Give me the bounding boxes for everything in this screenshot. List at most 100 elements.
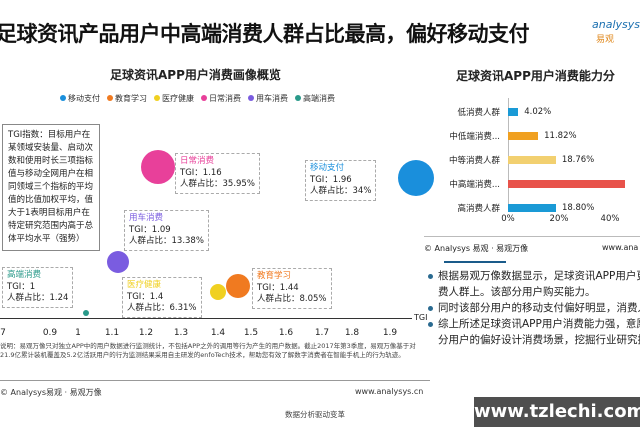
x-tick-label: 1.7 xyxy=(314,328,330,338)
x-tick-label: 1.8 xyxy=(344,328,360,338)
bar xyxy=(508,156,556,164)
bubble-tgi: TGI：1.96 xyxy=(310,174,352,185)
legend-item: 教育学习 xyxy=(107,93,147,104)
bar-x-tick: 0% xyxy=(501,214,515,224)
bubble-name: 医疗健康 xyxy=(127,280,162,290)
bar-category: 高消费人群 xyxy=(457,204,500,214)
legend-item: 医疗健康 xyxy=(154,93,194,104)
legend-label: 移动支付 xyxy=(68,94,100,103)
bar-chart-title: 足球资讯APP用户消费能力分 xyxy=(456,69,615,83)
x-tick-label: 1.4 xyxy=(210,328,226,338)
legend-label: 用车消费 xyxy=(256,94,288,103)
x-tick-label: 1.9 xyxy=(382,328,398,338)
analysys-logo: analysys xyxy=(592,18,640,31)
bar-category: 中低端消费... xyxy=(449,132,500,142)
bubble-tgi: TGI：1.16 xyxy=(180,167,222,178)
bubble-日常消费 xyxy=(141,150,175,184)
watermark: www.tzlechi.com xyxy=(474,397,640,427)
accent-line xyxy=(444,261,506,263)
methodology-note: 说明：易观万像只对独立APP中的用户数据进行监测统计，不包括APP之外的调用等行… xyxy=(0,342,416,359)
bubble-label: 教育学习 TGI：1.44 人群占比：8.05% xyxy=(252,268,332,309)
divider xyxy=(424,236,640,237)
bubble-tgi: TGI：1 xyxy=(7,281,36,292)
bubble-share: 人群占比：34% xyxy=(310,186,372,196)
bar-category: 低消费人群 xyxy=(457,108,500,118)
page-title: 足球资讯产品用户中高端消费人群占比最高，偏好移动支付 xyxy=(0,22,530,46)
bar xyxy=(508,132,539,140)
bubble-tgi: TGI：1.4 xyxy=(127,291,164,302)
bubble-name: 移动支付 xyxy=(310,163,345,173)
legend-item: 用车消费 xyxy=(248,93,288,104)
bar-value-label: 4.02% xyxy=(524,107,552,117)
bullet: 综上所述足球资讯APP用户消费能力强，意愿高。可针对该部分用户的偏好设计消费场景… xyxy=(428,316,640,348)
bar-x-tick: 40% xyxy=(600,214,620,224)
bubble-label: 医疗健康 TGI：1.4 人群占比：6.31% xyxy=(122,277,202,318)
legend-label: 教育学习 xyxy=(115,94,147,103)
x-tick-label: 1.5 xyxy=(243,328,259,338)
bar-x-tick: 20% xyxy=(549,214,569,224)
bubble-name: 用车消费 xyxy=(129,213,164,223)
bar-url: www.ana xyxy=(602,243,639,252)
bullet: 同时该部分用户的移动支付偏好明显，消费人群占比最高。 xyxy=(428,300,640,316)
bubble-label: 移动支付 TGI：1.96 人群占比：34% xyxy=(305,160,377,201)
legend-label: 日常消费 xyxy=(209,94,241,103)
footer-slogan: 数据分析驱动变革 xyxy=(285,410,345,419)
bubble-name: 日常消费 xyxy=(180,156,215,166)
legend-dot xyxy=(107,95,113,101)
divider xyxy=(0,380,430,381)
bubble-share: 人群占比：1.24 xyxy=(7,293,69,303)
bubble-share: 人群占比：13.38% xyxy=(129,236,204,246)
x-tick-label: 1.6 xyxy=(278,328,294,338)
bar-value-label: 11.82% xyxy=(544,131,577,141)
bubble-用车消费 xyxy=(107,251,129,273)
bar xyxy=(508,204,556,212)
x-tick-label: 1 xyxy=(75,328,81,338)
bar-source: © Analysys 易观 · 易观万像 xyxy=(424,244,529,253)
legend-dot xyxy=(201,95,207,101)
bubble-移动支付 xyxy=(398,160,434,196)
bar-category: 中等消费人群 xyxy=(448,156,500,166)
legend-item: 移动支付 xyxy=(60,93,100,104)
bubble-教育学习 xyxy=(226,274,250,298)
bubble-tgi: TGI：1.44 xyxy=(257,282,299,293)
x-tick-label: 1.3 xyxy=(173,328,189,338)
legend-label: 高端消费 xyxy=(303,94,335,103)
analysys-logo-sub: 易观 xyxy=(596,35,615,45)
bubble-label: 用车消费 TGI：1.09 人群占比：13.38% xyxy=(124,210,209,251)
legend-dot xyxy=(60,95,66,101)
bubble-name: 高端消费 xyxy=(7,270,42,280)
legend-dot xyxy=(248,95,254,101)
bubble-label: 日常消费 TGI：1.16 人群占比：35.95% xyxy=(175,153,260,194)
source-text: © Analysys易观 · 易观万像 xyxy=(0,388,102,397)
legend-label: 医疗健康 xyxy=(162,94,194,103)
bar-value-label: 18.80% xyxy=(561,203,595,213)
bar xyxy=(508,108,519,116)
x-tick-label: 1.2 xyxy=(138,328,154,338)
x-tick-label: 0.9 xyxy=(42,328,58,338)
x-axis-label: TGI xyxy=(414,313,428,322)
legend-dot xyxy=(154,95,160,101)
bullet: 根据易观万像数据显示，足球资讯APP用户更多集中在中高消费人群上。该部分用户购买… xyxy=(428,268,640,300)
source-url: www.analysys.cn xyxy=(355,387,424,396)
bubble-share: 人群占比：6.31% xyxy=(127,303,197,313)
legend-dot xyxy=(295,95,301,101)
bar xyxy=(508,180,626,188)
bar-category: 中高端消费... xyxy=(449,180,500,190)
bar-axis xyxy=(508,98,509,208)
bubble-share: 人群占比：35.95% xyxy=(180,179,255,189)
x-tick-label: 7 xyxy=(0,328,6,338)
x-tick-label: 1.1 xyxy=(104,328,120,338)
bubble-share: 人群占比：8.05% xyxy=(257,294,327,304)
bubble-label: 高端消费 TGI：1 人群占比：1.24 xyxy=(2,267,74,308)
bubble-name: 教育学习 xyxy=(257,271,292,281)
bubble-tgi: TGI：1.09 xyxy=(129,224,171,235)
bubble-chart-title: 足球资讯APP用户消费画像概览 xyxy=(110,68,281,82)
bubble-高端消费 xyxy=(83,310,89,316)
legend-item: 高端消费 xyxy=(295,93,335,104)
bubble-legend: 移动支付 教育学习 医疗健康 日常消费 用车消费 高端消费 xyxy=(60,93,335,104)
insight-bullets: 根据易观万像数据显示，足球资讯APP用户更多集中在中高消费人群上。该部分用户购买… xyxy=(428,268,640,348)
bubble-医疗健康 xyxy=(210,284,226,300)
bar-value-label: 18.76% xyxy=(561,155,595,165)
tgi-definition-box: TGI指数：目标用户在某领域安装量、启动次数和使用时长三项指标值与移动全网用户在… xyxy=(2,124,100,251)
legend-item: 日常消费 xyxy=(201,93,241,104)
